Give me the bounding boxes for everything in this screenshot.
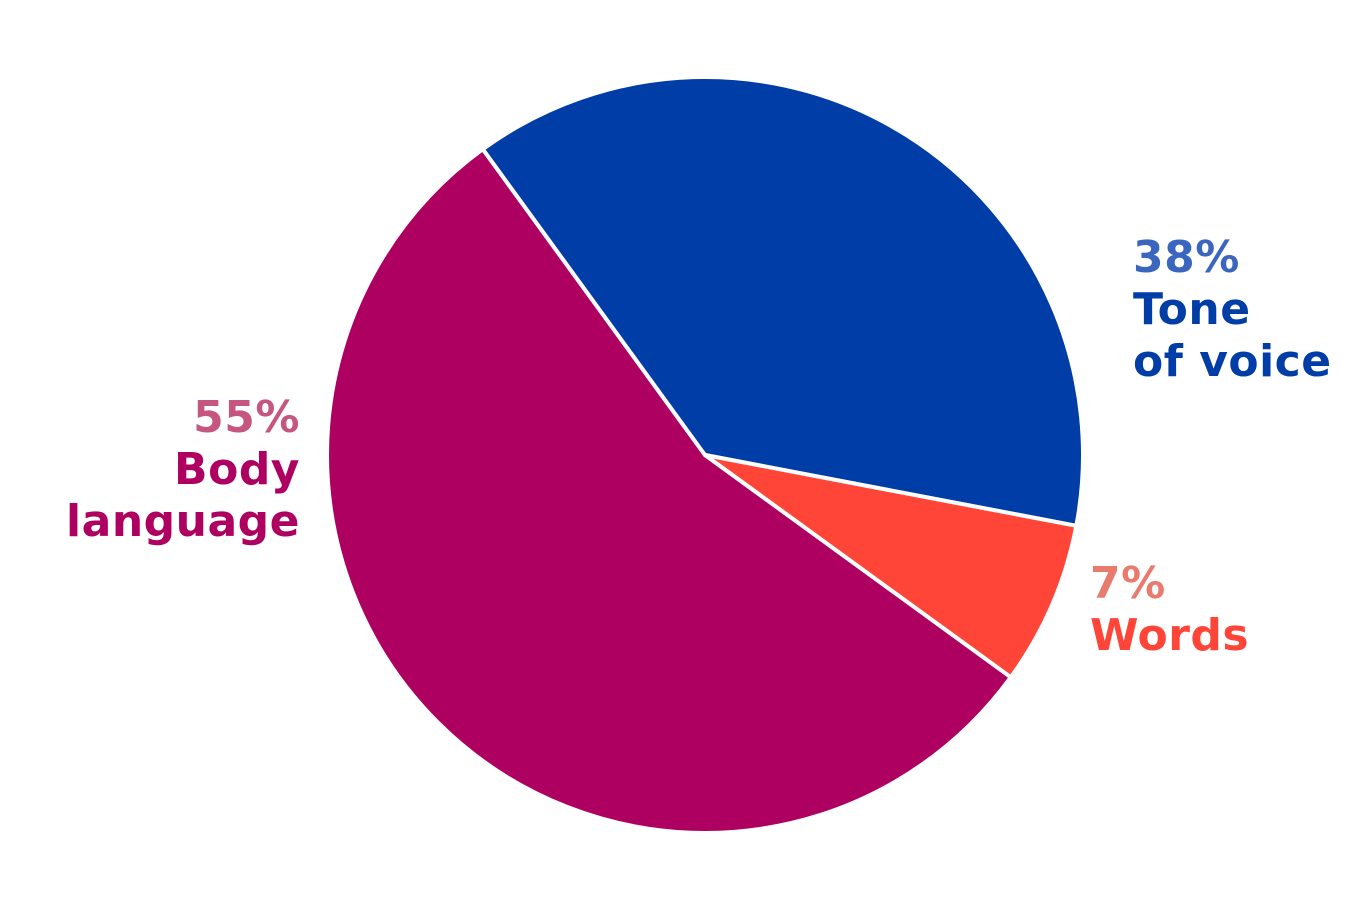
category-label: Words — [1090, 610, 1250, 661]
pie-slice — [703, 453, 1079, 680]
percent-label: 7% — [1090, 558, 1166, 609]
pie-slice — [325, 146, 1014, 835]
percent-label: 55% — [193, 392, 300, 443]
pie-slice — [480, 75, 1085, 529]
percent-label: 38% — [1133, 232, 1240, 283]
category-label: Body language — [66, 444, 300, 547]
slice-label: 55% Body language — [0, 392, 300, 548]
slice-label: 7% Words — [1090, 558, 1350, 662]
slice-label: 38% Tone of voice — [1133, 232, 1363, 388]
category-label: Tone of voice — [1133, 284, 1332, 387]
